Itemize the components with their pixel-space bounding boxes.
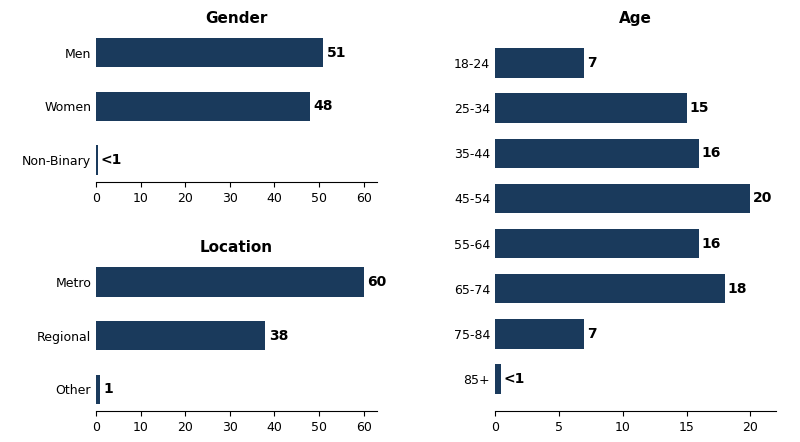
Text: 15: 15 [689,101,709,115]
Title: Location: Location [200,240,273,255]
Text: <1: <1 [101,153,122,167]
Bar [495,138,699,168]
Bar [96,38,323,67]
Text: 48: 48 [314,99,333,113]
Title: Gender: Gender [206,11,268,26]
Text: 60: 60 [367,275,386,289]
Text: 1: 1 [103,382,113,396]
Bar [96,375,101,404]
Text: 16: 16 [702,236,722,251]
Text: 18: 18 [727,282,747,296]
Text: 38: 38 [269,329,289,343]
Bar [96,91,310,121]
Text: 20: 20 [753,191,772,206]
Bar [495,48,585,78]
Bar [495,319,585,349]
Bar [96,145,98,175]
Bar [495,93,686,123]
Text: 7: 7 [587,56,597,70]
Bar [495,229,699,258]
Bar [96,267,364,297]
Bar [495,274,725,304]
Text: 51: 51 [327,46,346,60]
Text: 7: 7 [587,327,597,341]
Title: Age: Age [619,11,652,26]
Bar [495,184,750,213]
Bar [96,321,266,351]
Text: <1: <1 [503,372,525,386]
Bar [495,364,502,394]
Text: 16: 16 [702,146,722,160]
